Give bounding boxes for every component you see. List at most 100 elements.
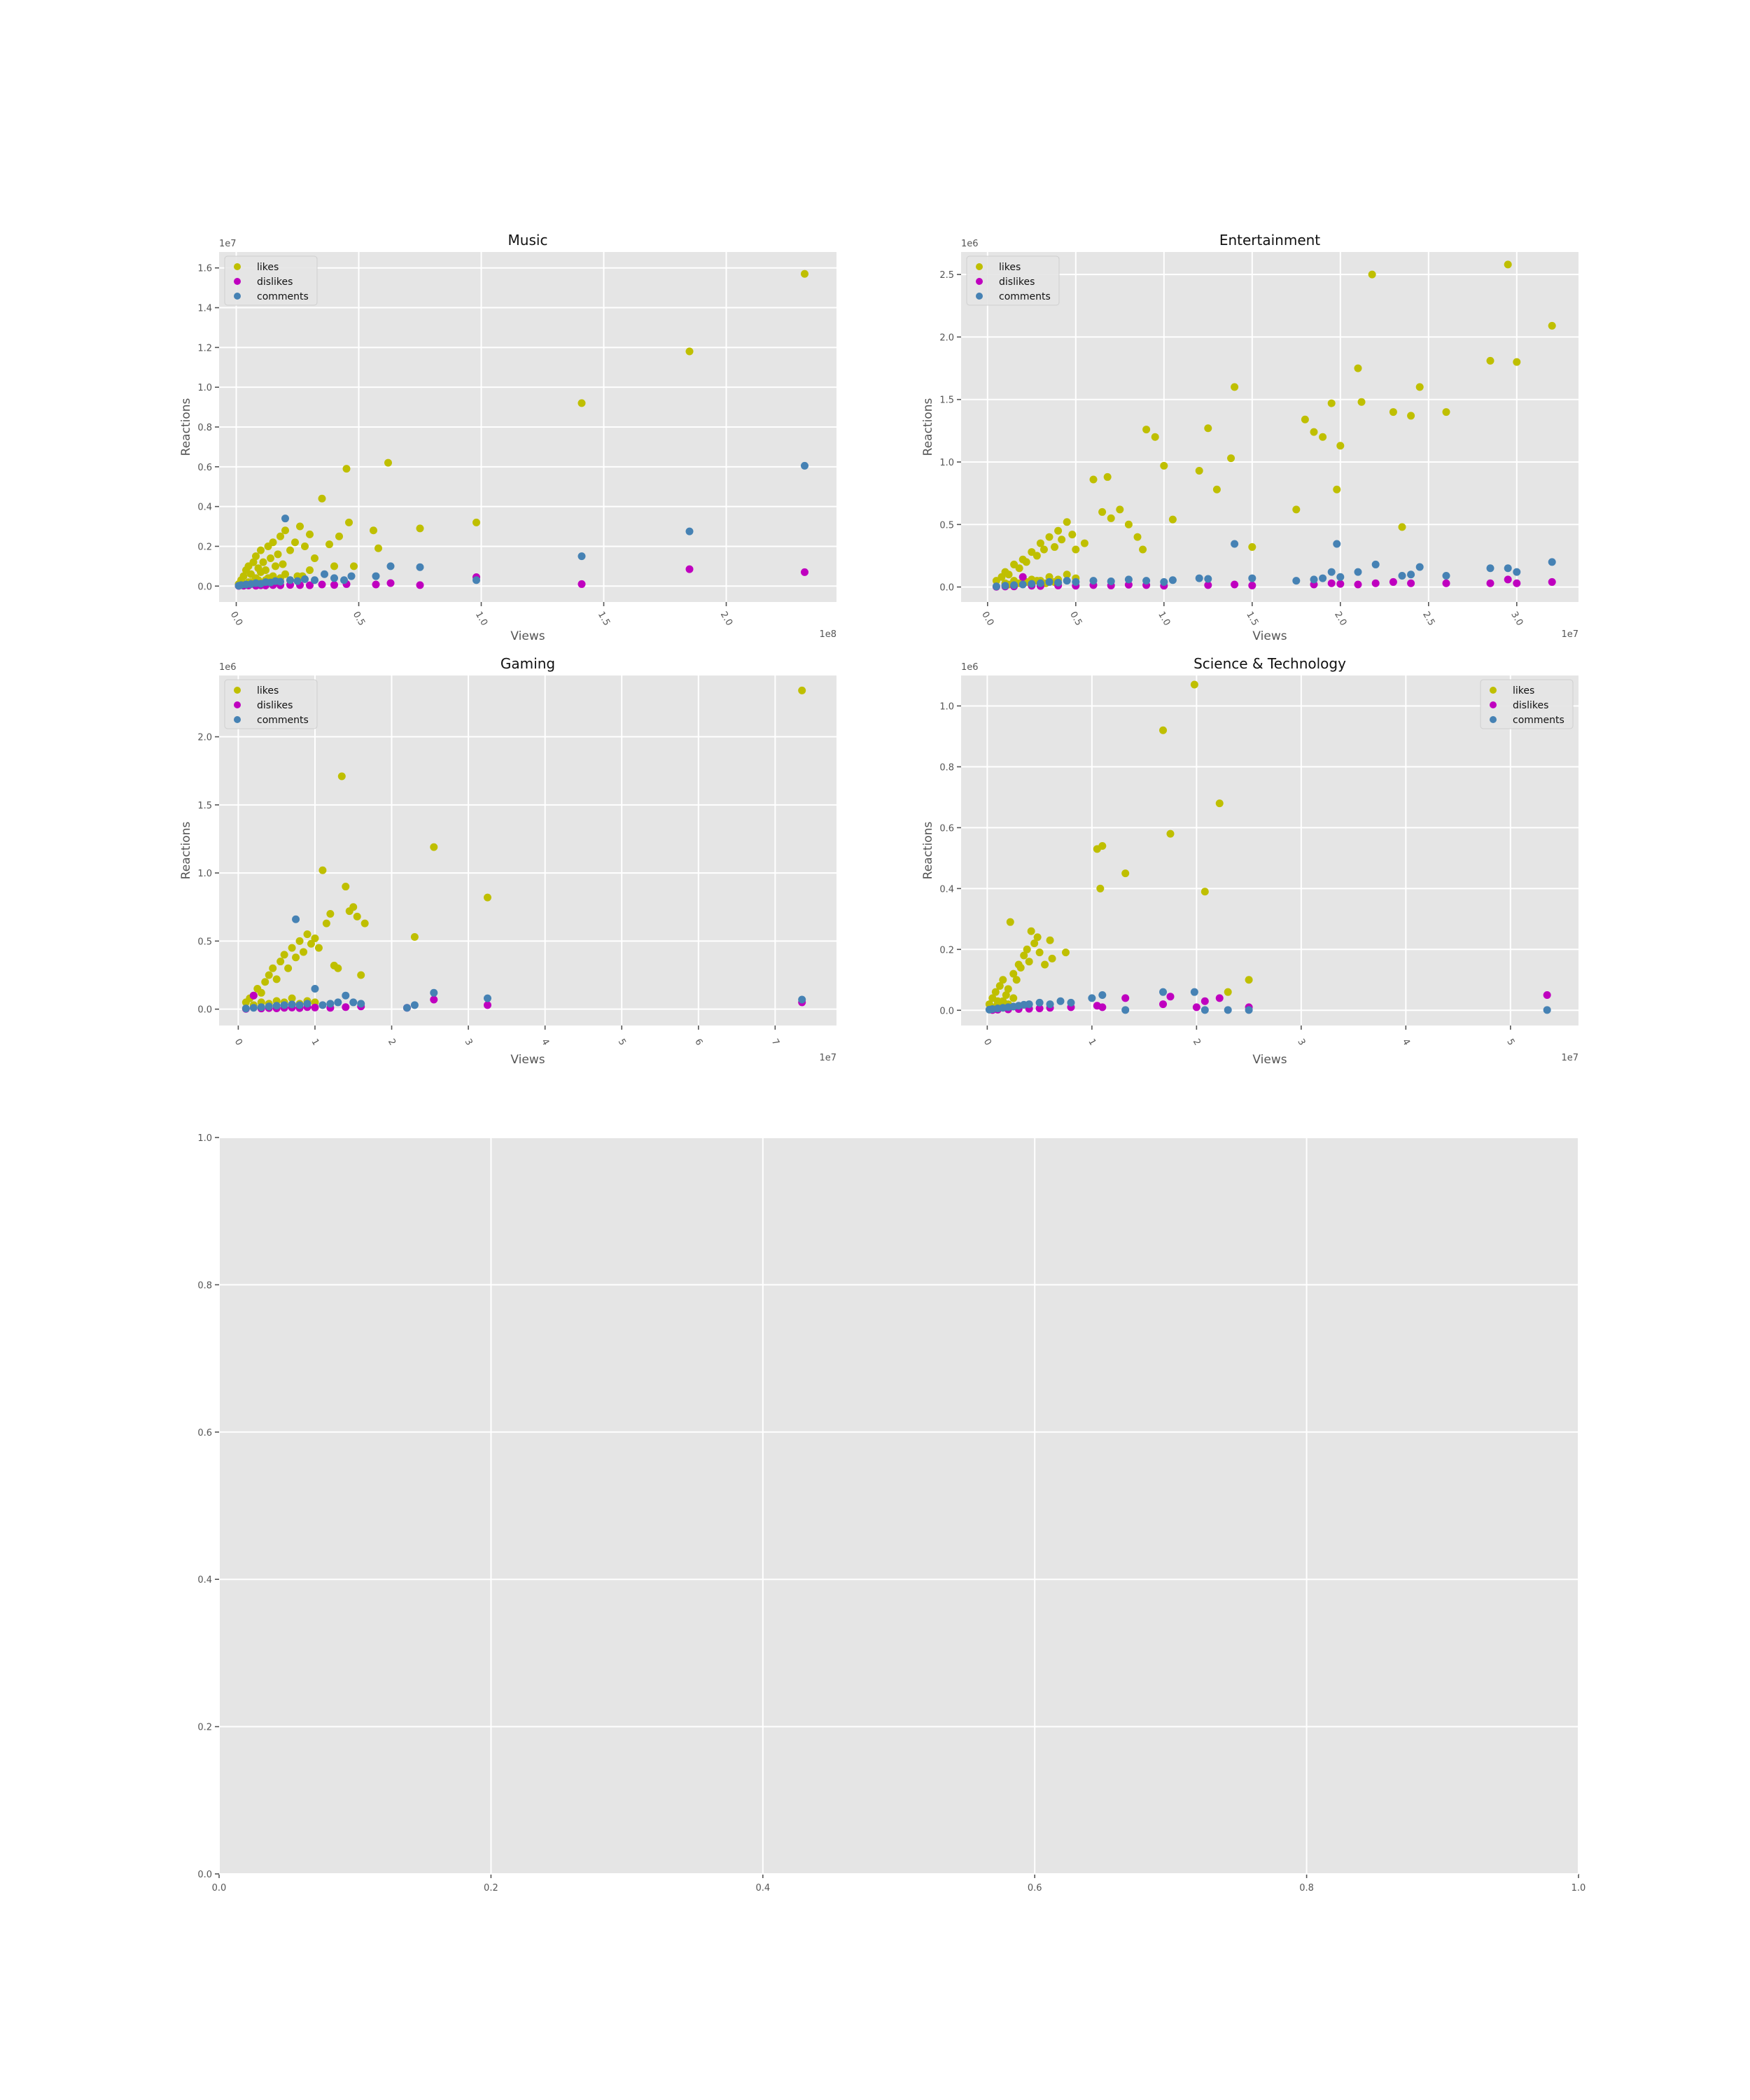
legend-label-dislikes: dislikes <box>257 276 293 288</box>
data-point <box>1327 568 1336 576</box>
data-point <box>402 1004 411 1012</box>
data-point <box>281 526 289 535</box>
y-tick-label: 1.5 <box>939 396 954 406</box>
data-point <box>335 532 343 540</box>
data-point <box>1025 1000 1033 1009</box>
y-tick-label: 2.0 <box>197 733 212 743</box>
data-point <box>293 577 302 585</box>
y-axis-label: Reactions <box>179 822 193 880</box>
x-tick-label: 2 <box>386 1037 398 1048</box>
y-offset-label: 1e6 <box>219 662 237 673</box>
data-point <box>430 988 438 997</box>
x-tick-label: 1.5 <box>1244 610 1260 627</box>
plot-area <box>219 1138 1578 1874</box>
data-point <box>241 1004 250 1013</box>
data-point <box>1010 581 1018 589</box>
data-point <box>286 576 294 584</box>
x-offset-label: 1e7 <box>819 1053 836 1063</box>
data-point <box>267 554 274 562</box>
y-tick-label: 0.6 <box>197 1428 212 1438</box>
data-point <box>386 579 395 587</box>
data-point <box>1045 533 1054 541</box>
plot-area <box>961 676 1578 1026</box>
y-tick-label: 0.2 <box>939 945 954 955</box>
data-point <box>1486 356 1494 365</box>
data-point <box>288 1000 296 1009</box>
data-point <box>1103 472 1112 481</box>
data-point <box>991 988 1000 996</box>
data-point <box>1023 945 1031 953</box>
data-point <box>1212 485 1221 493</box>
y-tick-label: 2.0 <box>939 332 954 343</box>
y-tick-label: 0.0 <box>939 583 954 594</box>
data-point <box>307 939 315 948</box>
legend-box <box>224 679 318 729</box>
y-tick-label: 0.5 <box>939 520 954 531</box>
x-tick-label: 0.6 <box>1028 1883 1042 1893</box>
data-point <box>300 948 308 956</box>
data-point <box>1080 539 1088 547</box>
data-point <box>798 995 806 1004</box>
data-point <box>1056 997 1065 1005</box>
data-point <box>1121 869 1130 878</box>
data-point <box>1058 536 1066 544</box>
data-point <box>280 951 288 959</box>
data-point <box>276 532 284 540</box>
data-point <box>296 522 304 531</box>
data-point <box>1002 991 1010 1000</box>
data-point <box>314 944 323 952</box>
x-tick-label: 0.2 <box>484 1883 498 1893</box>
y-axis-label: Reactions <box>921 398 935 456</box>
data-point <box>1098 1003 1107 1011</box>
data-point <box>1231 580 1239 589</box>
x-tick-label: 0.5 <box>1068 610 1084 627</box>
data-point <box>303 1000 312 1008</box>
data-point <box>801 270 808 278</box>
data-point <box>1245 1006 1253 1014</box>
data-point <box>1124 575 1133 584</box>
y-tick-label: 0.8 <box>939 762 954 773</box>
data-point <box>1121 1006 1130 1014</box>
data-point <box>1004 985 1012 993</box>
data-point <box>1190 988 1198 996</box>
data-point <box>1354 364 1362 372</box>
data-point <box>1009 994 1018 1002</box>
data-point <box>1398 523 1406 531</box>
data-point <box>370 526 377 535</box>
legend-label-likes: likes <box>1513 685 1534 696</box>
data-point <box>1166 830 1175 838</box>
data-point <box>1089 475 1098 484</box>
data-point <box>410 933 419 941</box>
x-tick-label: 2.0 <box>1332 610 1348 627</box>
data-point <box>342 1003 350 1011</box>
x-tick-label: 0.0 <box>228 610 244 627</box>
x-offset-label: 1e7 <box>1561 629 1578 640</box>
data-point <box>311 576 318 584</box>
data-point <box>1098 841 1107 850</box>
data-point <box>1195 574 1203 582</box>
y-axis-label: Reactions <box>921 822 935 880</box>
data-point <box>1415 383 1424 391</box>
legend-marker-dislikes <box>976 278 983 285</box>
legend-label-dislikes: dislikes <box>999 276 1035 288</box>
data-point <box>1486 564 1494 573</box>
data-point <box>1327 399 1336 407</box>
data-point <box>1319 574 1327 582</box>
data-point <box>1248 581 1256 589</box>
data-point <box>1442 579 1450 587</box>
data-point <box>1107 578 1115 586</box>
data-point <box>292 915 300 923</box>
data-point <box>1063 518 1071 526</box>
data-point <box>1067 998 1075 1007</box>
legend-marker-likes <box>234 687 241 694</box>
data-point <box>257 568 265 576</box>
data-point <box>1231 383 1239 391</box>
series-comments <box>985 988 1551 1014</box>
x-tick-label: 0.0 <box>979 610 995 627</box>
data-point <box>345 518 353 526</box>
data-point <box>321 570 328 578</box>
y-tick-label: 0.0 <box>197 1870 212 1880</box>
data-point <box>1200 997 1209 1005</box>
y-axis-label: Reactions <box>179 398 193 456</box>
data-point <box>1046 1000 1054 1009</box>
